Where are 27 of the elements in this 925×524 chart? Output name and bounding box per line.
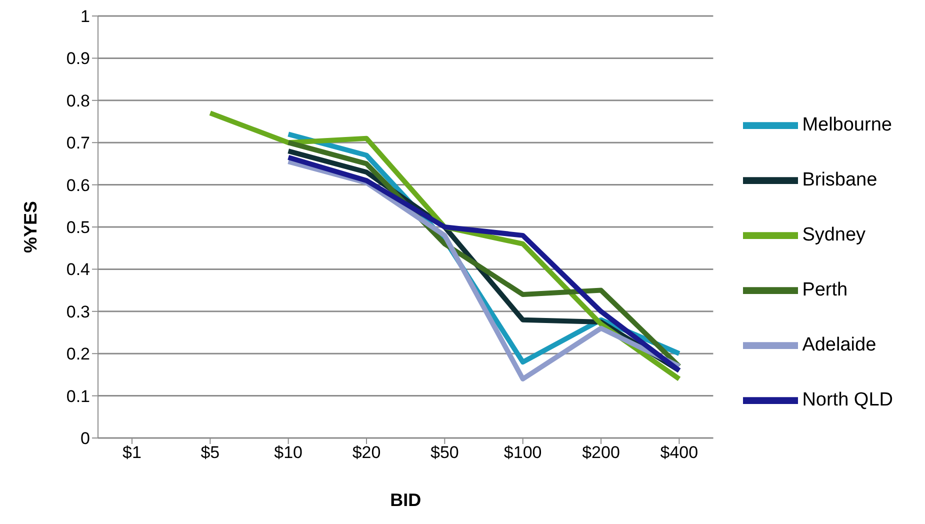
legend-label: Adelaide xyxy=(802,334,876,356)
y-tick-label: 1 xyxy=(80,7,90,26)
y-tick-label: 0.2 xyxy=(66,344,90,364)
y-tick-label: 0.1 xyxy=(66,386,90,406)
x-tick-label: $10 xyxy=(274,443,303,462)
x-tick-label: $5 xyxy=(200,443,220,462)
x-tick-label: $20 xyxy=(352,443,381,462)
y-tick-label: 0 xyxy=(80,429,90,448)
legend-label: Brisbane xyxy=(802,170,878,191)
x-tick-label: $100 xyxy=(504,443,542,462)
y-tick-label: 0.4 xyxy=(66,260,90,280)
legend-label: North QLD xyxy=(802,390,893,411)
legend-label: Perth xyxy=(802,280,848,301)
legend-label: Melbourne xyxy=(802,114,892,136)
x-tick-label: $200 xyxy=(582,443,620,462)
x-tick-label: $1 xyxy=(122,443,142,462)
y-tick-label: 0.5 xyxy=(66,218,90,238)
y-tick-label: 0.6 xyxy=(66,176,90,195)
y-tick-label: 0.7 xyxy=(66,134,90,153)
y-tick-label: 0.9 xyxy=(66,49,90,68)
x-axis-title: BID xyxy=(390,490,422,510)
y-tick-label: 0.3 xyxy=(66,302,90,322)
y-tick-label: 0.8 xyxy=(66,91,90,110)
y-axis-title: %YES xyxy=(20,200,40,254)
legend-label: Sydney xyxy=(802,224,866,246)
x-tick-label: $50 xyxy=(430,443,459,462)
x-tick-label: $400 xyxy=(660,443,698,462)
